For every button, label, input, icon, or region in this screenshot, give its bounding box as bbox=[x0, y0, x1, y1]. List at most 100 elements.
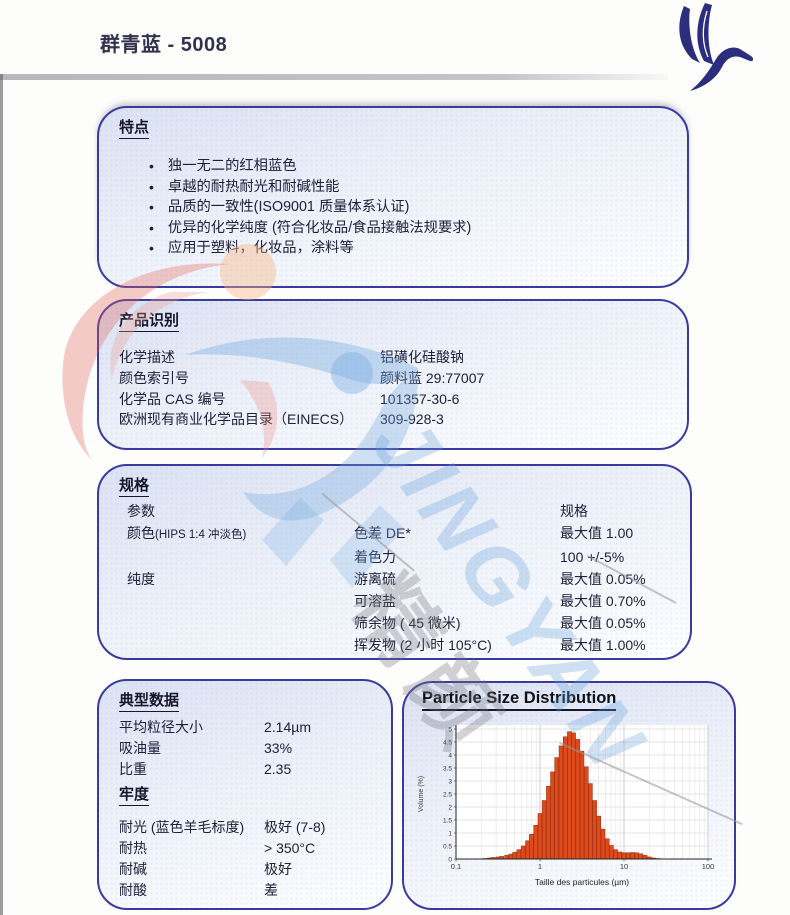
histogram-bar bbox=[508, 853, 514, 860]
bullet-icon: • bbox=[149, 240, 154, 257]
specs-value-cell: 最大值 0.70% bbox=[560, 593, 646, 609]
feature-text: 品质的一致性(ISO9001 质量体系认证) bbox=[167, 199, 410, 216]
fastness-rows: 耐光 (蓝色羊毛标度) 极好 (7-8) 耐热 > 350°C 耐碱 极好 耐酸 差 bbox=[119, 817, 383, 901]
histogram-bar bbox=[558, 745, 564, 860]
histogram-bar bbox=[617, 851, 623, 860]
feature-item: • 应用于塑料，化妆品，涂料等 bbox=[149, 238, 471, 259]
specs-value-cell: 最大值 0.05% bbox=[560, 571, 646, 587]
histogram-bar bbox=[592, 800, 597, 860]
bird-front-wing bbox=[697, 3, 714, 65]
histogram-bar bbox=[630, 852, 635, 860]
histogram-bar bbox=[625, 852, 631, 860]
bullet-icon: • bbox=[149, 199, 154, 216]
identification-value: 309-928-3 bbox=[380, 411, 444, 428]
identification-row: 欧洲现有商业化学品目录（EINECS） 309-928-3 bbox=[119, 409, 669, 430]
histogram-bar bbox=[520, 845, 526, 860]
specs-row: 纯度 游离硫 最大值 0.05% bbox=[127, 568, 677, 590]
identification-value: 铝磺化硅酸钠 bbox=[380, 349, 464, 365]
histogram-bar bbox=[541, 800, 547, 860]
specs-row: 着色力 100 +/-5% bbox=[127, 546, 677, 568]
specs-row: 挥发物 (2 小时 105°C) 最大值 1.00% bbox=[127, 634, 677, 656]
y-tick-label: 0 bbox=[448, 856, 452, 863]
identification-label: 化学品 CAS 编号 bbox=[119, 390, 226, 407]
typical-label: 吸油量 bbox=[119, 740, 161, 756]
fastness-row: 耐光 (蓝色羊毛标度) 极好 (7-8) bbox=[119, 817, 383, 838]
fastness-value: > 350°C bbox=[264, 840, 316, 856]
typical-heading: 典型数据 bbox=[119, 689, 180, 712]
specs-header-row: 参数 规格 bbox=[127, 500, 677, 522]
histogram-bar bbox=[571, 732, 576, 860]
fastness-value: 极好 (7-8) bbox=[264, 819, 326, 835]
feature-text: 优异的化学纯度 (符合化妆品/食品接触法规要求) bbox=[167, 219, 472, 236]
identification-label: 颜色索引号 bbox=[119, 369, 189, 386]
histogram-bar bbox=[563, 736, 568, 860]
identification-value: 101357-30-6 bbox=[380, 390, 460, 407]
histogram-bar bbox=[516, 849, 522, 860]
histogram-bar bbox=[604, 838, 610, 860]
histogram-bar bbox=[567, 731, 572, 860]
specs-item-cell: 色差 DE* bbox=[354, 525, 411, 541]
features-heading: 特点 bbox=[119, 116, 150, 139]
fastness-label: 耐热 bbox=[119, 840, 147, 856]
histogram-bar bbox=[525, 840, 530, 860]
histogram-bar bbox=[588, 783, 593, 860]
y-tick-label: 5 bbox=[448, 726, 452, 733]
flying-bird-logo bbox=[679, 3, 754, 91]
histogram-bar bbox=[546, 785, 551, 860]
histogram-bar bbox=[550, 771, 555, 860]
y-tick-label: 4.5 bbox=[443, 739, 452, 746]
x-tick-label: 1 bbox=[538, 862, 542, 871]
specs-value-cell: 最大值 1.00% bbox=[560, 637, 646, 653]
fastness-label: 耐酸 bbox=[119, 882, 147, 898]
bullet-icon: • bbox=[149, 158, 154, 174]
feature-item: • 独一无二的红相蓝色 bbox=[149, 156, 471, 177]
specs-param-cell: 颜色(HIPS 1:4 冲淡色) bbox=[127, 522, 354, 546]
identification-panel: 产品识别 化学描述 铝磺化硅酸钠 颜色索引号 颜料蓝 29:77007 化学品 CAS … bbox=[97, 299, 689, 450]
typical-value: 33% bbox=[264, 740, 293, 756]
specs-row: 颜色(HIPS 1:4 冲淡色) 色差 DE* 最大值 1.00 bbox=[127, 522, 677, 546]
scan-left-edge bbox=[0, 74, 3, 915]
specs-value-cell: 100 +/-5% bbox=[560, 549, 625, 565]
bird-body bbox=[690, 47, 754, 91]
y-tick-label: 2.5 bbox=[443, 791, 452, 798]
specs-param-note: (HIPS 1:4 冲淡色) bbox=[155, 529, 247, 541]
specs-param-cell: 纯度 bbox=[127, 568, 354, 590]
bird-wing-line bbox=[702, 10, 709, 58]
features-list: • 独一无二的红相蓝色 • 卓越的耐热耐光和耐碱性能 • 品质的一致性(ISO9001 质… bbox=[149, 156, 471, 259]
specs-heading: 规格 bbox=[119, 474, 150, 497]
y-tick-label: 0.5 bbox=[443, 843, 452, 850]
specs-item-cell: 着色力 bbox=[354, 549, 396, 565]
histogram-bar bbox=[638, 853, 643, 860]
specs-spec-header: 规格 bbox=[560, 503, 588, 519]
scan-fold-line bbox=[0, 74, 668, 80]
feature-text: 独一无二的红相蓝色 bbox=[167, 158, 297, 174]
y-axis-title: Volume (%) bbox=[418, 776, 425, 812]
identification-value: 颜料蓝 29:77007 bbox=[380, 369, 485, 386]
particle-size-chart: 0 0.5 1 1.5 2 2.5 3 3.5 4 4.5 5 0.1 1 10 100 Volume (%)… bbox=[418, 725, 714, 887]
specs-param-cell bbox=[127, 590, 354, 612]
specs-param-name: 纯度 bbox=[127, 571, 155, 587]
fastness-row: 耐酸 差 bbox=[119, 880, 383, 901]
typical-row: 吸油量 33% bbox=[119, 738, 379, 759]
histogram-bar bbox=[579, 750, 585, 860]
histogram-bar bbox=[583, 766, 589, 860]
feature-text: 卓越的耐热耐光和耐碱性能 bbox=[167, 178, 340, 195]
identification-row: 颜色索引号 颜料蓝 29:77007 bbox=[119, 368, 669, 389]
histogram-bar bbox=[600, 828, 606, 860]
specs-empty-header bbox=[354, 500, 560, 522]
y-tick-label: 1.5 bbox=[443, 817, 452, 824]
histogram-bar bbox=[533, 824, 538, 860]
feature-text: 应用于塑料，化妆品，涂料等 bbox=[167, 240, 354, 257]
histogram-bar bbox=[537, 813, 543, 860]
y-tick-label: 4 bbox=[448, 752, 452, 759]
chart-title: Particle Size Distribution bbox=[422, 689, 617, 711]
specs-item-cell: 筛余物 ( 45 微米) bbox=[354, 615, 461, 631]
features-panel: 特点 • 独一无二的红相蓝色 • 卓越的耐热耐光和耐碱性能 • 品质的一致性(ISO900… bbox=[97, 106, 689, 288]
histogram-bar bbox=[596, 815, 602, 860]
typical-row: 比重 2.35 bbox=[119, 759, 379, 780]
typical-value: 2.35 bbox=[264, 761, 292, 777]
specs-panel: 规格 参数 规格 颜色(HIPS 1:4 冲淡色) 色差 DE* 最大值 1.00 着色力… bbox=[97, 464, 692, 660]
specs-param-cell bbox=[127, 612, 354, 634]
fastness-label: 耐碱 bbox=[119, 861, 147, 877]
